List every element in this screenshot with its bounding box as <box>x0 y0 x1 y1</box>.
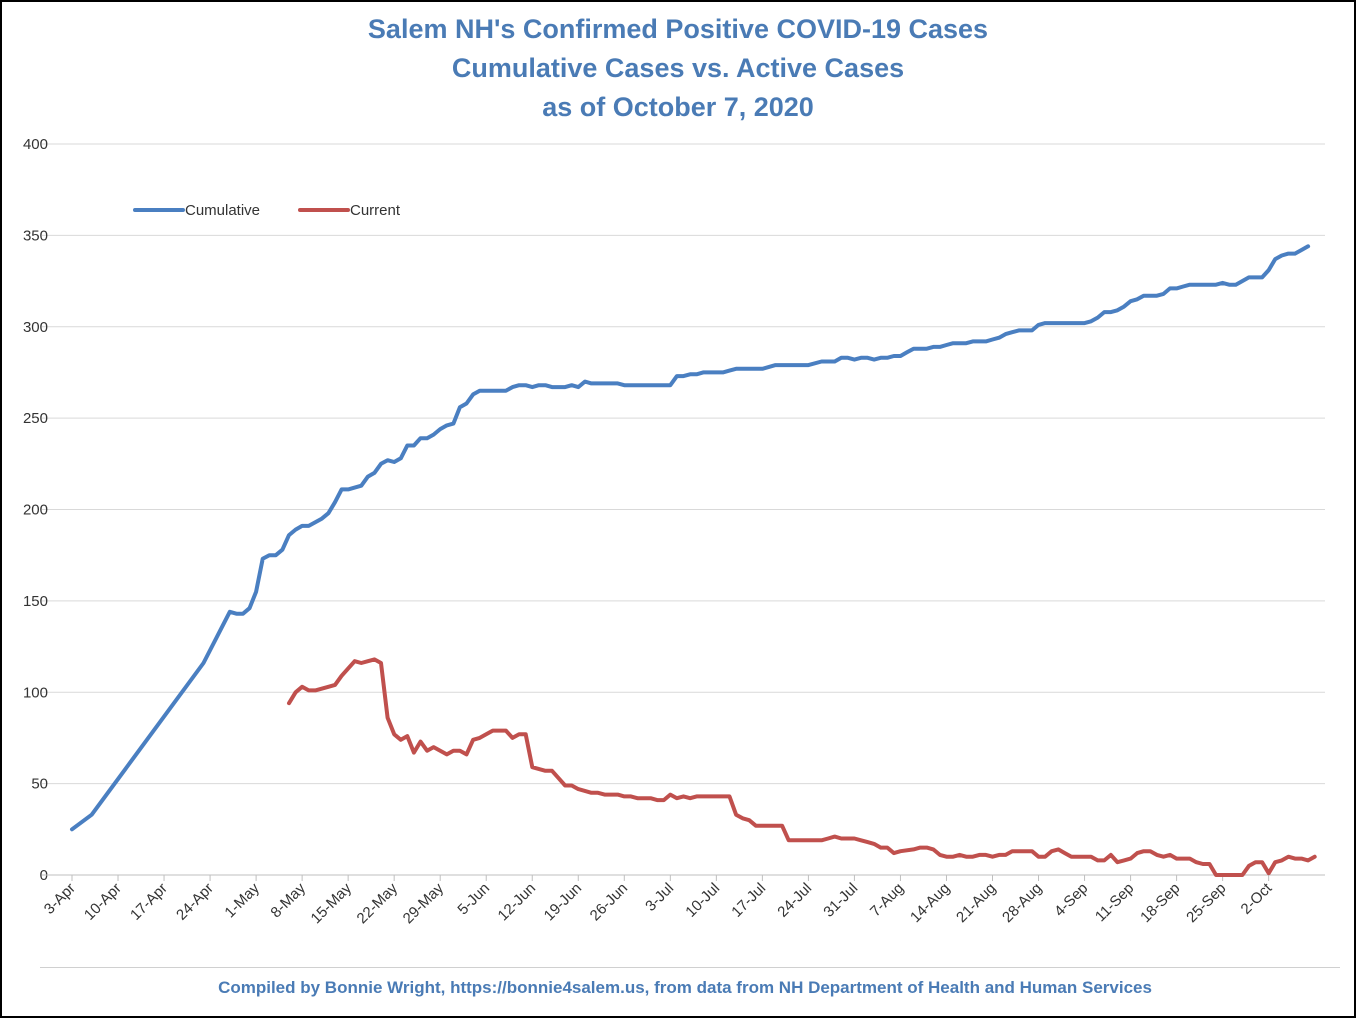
y-tick-label: 150 <box>23 593 48 610</box>
x-tick-label: 10-Apr <box>81 880 125 924</box>
x-tick-label: 26-Jun <box>587 880 631 924</box>
x-tick-label: 25-Sep <box>1183 880 1229 926</box>
y-tick-label: 200 <box>23 502 48 519</box>
x-tick-label: 31-Jul <box>820 880 861 921</box>
x-tick-label: 14-Aug <box>907 880 953 926</box>
footer-divider <box>40 967 1340 968</box>
x-tick-label: 17-Apr <box>127 880 171 924</box>
x-tick-label: 5-Jun <box>454 880 493 919</box>
x-tick-label: 21-Aug <box>953 880 999 926</box>
x-tick-label: 28-Aug <box>999 880 1045 926</box>
x-tick-label: 1-May <box>221 879 263 921</box>
chart-title-line-2: Cumulative Cases vs. Active Cases <box>451 53 905 83</box>
legend-label-cumulative: Cumulative <box>185 202 260 219</box>
x-tick-label: 4-Sep <box>1051 880 1091 920</box>
x-tick-label: 24-Jul <box>774 880 815 921</box>
x-tick-label: 15-May <box>308 879 356 927</box>
x-tick-label: 19-Jun <box>541 880 585 924</box>
x-tick-label: 3-Jul <box>642 880 677 915</box>
x-tick-label: 24-Apr <box>173 880 217 924</box>
footer-credit: Compiled by Bonnie Wright, https://bonni… <box>218 978 1152 997</box>
x-tick-label: 7-Aug <box>867 880 907 920</box>
chart-title-line-3: as of October 7, 2020 <box>542 92 814 122</box>
x-tick-label: 17-Jul <box>728 880 769 921</box>
x-tick-label: 29-May <box>400 879 448 927</box>
y-tick-label: 100 <box>23 684 48 701</box>
y-tick-label: 300 <box>23 319 48 336</box>
x-tick-label: 2-Oct <box>1238 879 1277 918</box>
series-line-current <box>287 657 1317 877</box>
x-tick-label: 10-Jul <box>682 880 723 921</box>
y-tick-label: 350 <box>23 227 48 244</box>
y-tick-label: 250 <box>23 410 48 427</box>
series-line-cumulative <box>70 244 1311 832</box>
x-tick-label: 12-Jun <box>495 880 539 924</box>
legend-label-current: Current <box>350 202 401 219</box>
x-tick-label: 8-May <box>267 879 309 921</box>
x-tick-label: 18-Sep <box>1137 880 1183 926</box>
x-tick-label: 3-Apr <box>41 880 79 918</box>
x-tick-label: 11-Sep <box>1092 880 1137 925</box>
y-tick-label: 400 <box>23 136 48 153</box>
x-tick-label: 22-May <box>354 879 402 927</box>
y-tick-label: 50 <box>31 776 48 793</box>
chart-title-line-1: Salem NH's Confirmed Positive COVID-19 C… <box>367 14 989 44</box>
